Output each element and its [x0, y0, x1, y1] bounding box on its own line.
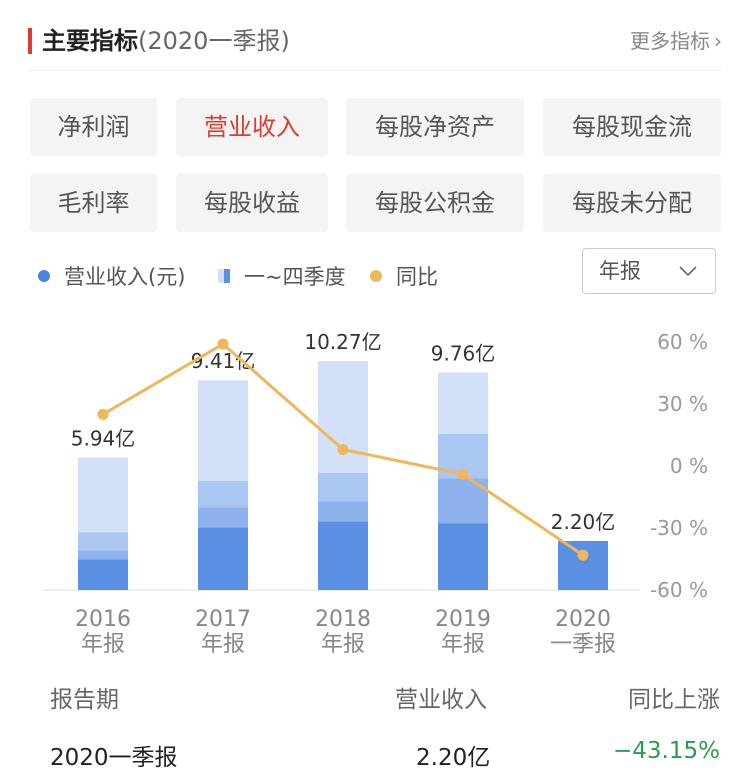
bar-value-label: 10.27亿	[304, 330, 381, 354]
header-period: 报告期	[50, 687, 119, 713]
bar-segment	[318, 521, 368, 590]
dot-icon	[38, 270, 50, 282]
bar-value-label: 2.20亿	[551, 510, 616, 534]
x-tick-label: 年报	[441, 632, 485, 657]
y-right-tick-label: -30 %	[650, 516, 708, 540]
yoy-point	[97, 408, 109, 420]
period-select-value: 年报	[599, 259, 641, 283]
y-right-tick-label: 60 %	[657, 330, 708, 354]
x-tick-label: 一季报	[550, 632, 616, 657]
tab-nav-per-share[interactable]: 每股净资产	[346, 98, 524, 156]
x-tick-label: 2016	[75, 607, 131, 632]
legend-revenue-label: 营业收入(元)	[64, 265, 186, 289]
period-select[interactable]: 年报	[582, 248, 716, 294]
more-indicators-link[interactable]: 更多指标 ›	[630, 26, 722, 56]
bar-segment	[198, 380, 248, 481]
bar-segment	[78, 559, 128, 590]
chevron-right-icon: ›	[714, 29, 722, 53]
tab-reserve-per-share[interactable]: 每股公积金	[346, 174, 524, 232]
bar-segment	[198, 527, 248, 590]
title-subtitle: (2020一季报)	[138, 27, 290, 55]
bar-segment	[78, 532, 128, 551]
bar-segment	[318, 501, 368, 522]
section-title: 主要指标(2020一季报)	[42, 22, 290, 60]
tab-cashflow-per-share[interactable]: 每股现金流	[543, 98, 721, 156]
cell-period: 2020一季报	[50, 745, 178, 771]
tab-net-profit[interactable]: 净利润	[30, 98, 157, 156]
bar-value-label: 9.76亿	[431, 341, 496, 365]
bar-value-label: 5.94亿	[71, 427, 136, 451]
x-tick-label: 年报	[81, 632, 125, 657]
dot-icon	[370, 270, 382, 282]
bar-segment	[318, 472, 368, 502]
y-right-tick-label: -60 %	[650, 578, 708, 602]
bar-segment	[438, 523, 488, 590]
bar-value-label: 9.41亿	[191, 349, 256, 373]
tab-eps[interactable]: 每股收益	[176, 174, 328, 232]
tab-revenue[interactable]: 营业收入	[176, 98, 328, 156]
x-tick-label: 2019	[435, 607, 491, 632]
x-tick-label: 2018	[315, 607, 371, 632]
yoy-point	[577, 549, 589, 561]
legend-revenue: 营业收入(元)	[38, 262, 185, 292]
title-main: 主要指标	[42, 27, 138, 55]
bar-segment	[198, 480, 248, 508]
more-label: 更多指标	[630, 29, 710, 53]
x-tick-label: 2020	[555, 607, 611, 632]
tab-undistributed-per-share[interactable]: 每股未分配	[543, 174, 721, 232]
legend-quarters-label: 一~四季度	[244, 265, 346, 289]
yoy-point	[337, 443, 349, 455]
title-accent-bar	[28, 28, 32, 54]
cell-revenue: 2.20亿	[416, 745, 491, 771]
x-tick-label: 年报	[201, 632, 245, 657]
y-right-tick-label: 0 %	[670, 454, 708, 478]
header-revenue: 营业收入	[395, 687, 487, 713]
yoy-point	[217, 338, 229, 350]
x-tick-label: 2017	[195, 607, 251, 632]
bar-segment	[558, 540, 608, 590]
x-tick-label: 年报	[321, 632, 365, 657]
bar-segment	[318, 361, 368, 473]
stack-icon	[218, 269, 230, 283]
section-header: 主要指标(2020一季报) 更多指标 ›	[28, 22, 722, 62]
revenue-chart: 5.94亿2016年报9.41亿2017年报10.27亿2018年报9.76亿2…	[42, 330, 708, 657]
chevron-down-icon	[677, 249, 699, 308]
bar-segment	[438, 372, 488, 434]
yoy-point	[457, 468, 469, 480]
bar-segment	[78, 550, 128, 560]
legend-yoy-label: 同比	[396, 265, 438, 289]
tab-gross-margin[interactable]: 毛利率	[30, 174, 157, 232]
bar-segment	[78, 457, 128, 533]
divider	[28, 70, 722, 71]
legend-yoy: 同比	[370, 262, 438, 292]
header-yoy: 同比上涨	[628, 687, 720, 713]
legend-quarters: 一~四季度	[218, 262, 346, 292]
bar-segment	[198, 507, 248, 528]
cell-yoy: −43.15%	[613, 738, 720, 764]
y-right-tick-label: 30 %	[657, 392, 708, 416]
